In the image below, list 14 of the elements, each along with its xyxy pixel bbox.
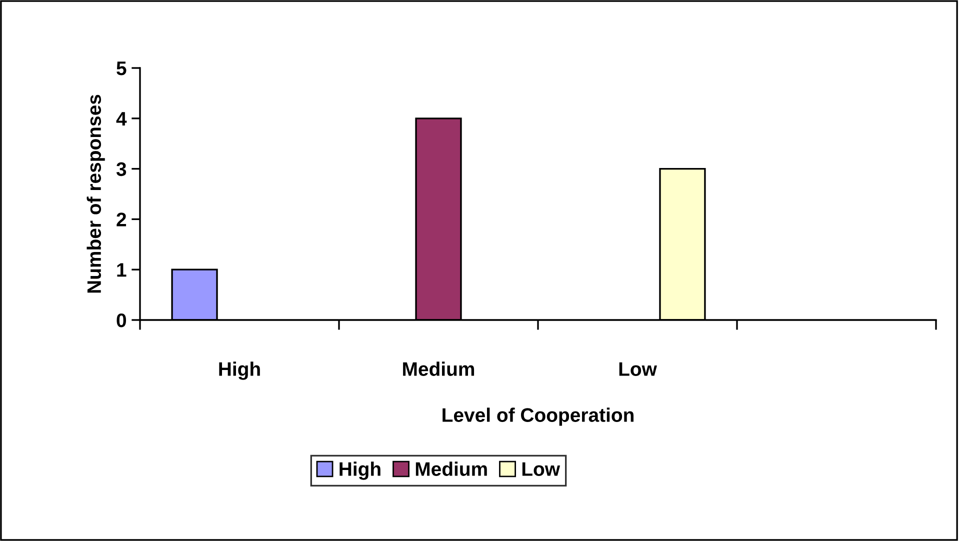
x-tick-label: High (219, 362, 260, 380)
y-tick-label: 1 (117, 263, 126, 277)
y-axis-title: Number of responses (86, 94, 105, 293)
legend-label: Medium (416, 462, 487, 476)
y-tick-label: 0 (116, 313, 126, 328)
x-tick-label: Low (619, 362, 657, 376)
y-tick-label: 4 (116, 112, 127, 126)
y-tick-label: 2 (116, 212, 126, 226)
x-tick-label: Medium (403, 362, 474, 376)
x-axis-title: Level of Cooperation (442, 408, 634, 426)
y-tick-label: 3 (116, 162, 126, 176)
legend-label: Low (522, 462, 560, 476)
legend-label: High (340, 462, 380, 480)
y-tick-label: 5 (116, 62, 126, 76)
